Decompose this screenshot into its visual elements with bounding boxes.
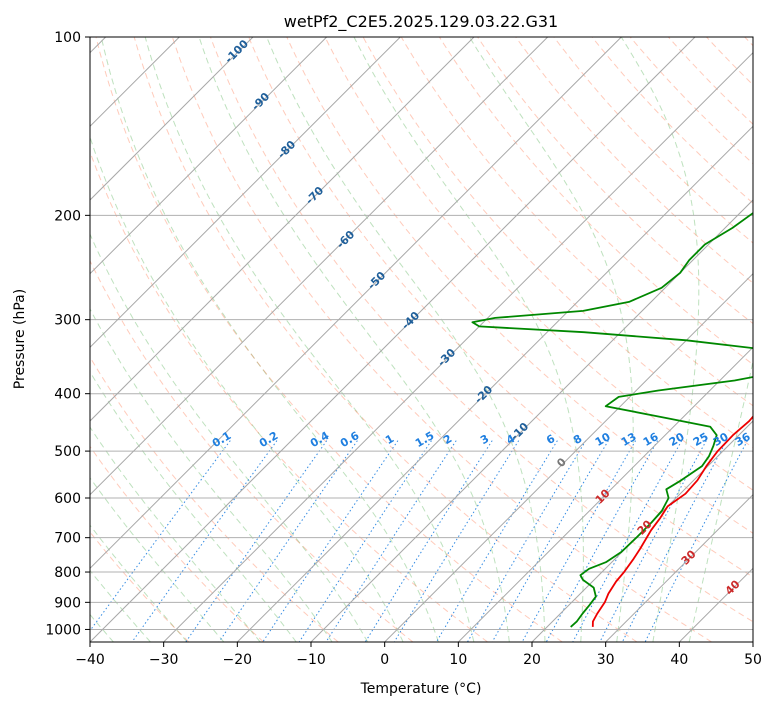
- temperature-trace: [591, 415, 753, 627]
- dry-adiabat: [133, 37, 638, 642]
- y-tick-label: 200: [54, 208, 81, 224]
- mixing-ratio-line: [599, 440, 707, 642]
- dry-adiabat: [629, 37, 753, 165]
- isotherm: [90, 37, 475, 422]
- isotherm: [90, 37, 696, 642]
- moist-adiabat: [353, 37, 584, 642]
- x-axis: −40 −30 −20 −10 0 10 20 30 40 50: [75, 642, 762, 668]
- y-tick-label: 700: [54, 531, 81, 547]
- mixing-ratio-line: [364, 440, 493, 642]
- y-tick-label: 400: [54, 387, 81, 403]
- y-tick-label: 300: [54, 313, 81, 329]
- x-tick-label: −10: [296, 652, 326, 668]
- y-tick-label: 100: [54, 30, 81, 46]
- dry-adiabat: [515, 37, 753, 284]
- moist-adiabat: [198, 37, 510, 642]
- moist-adiabat: [144, 37, 475, 642]
- dry-adiabat: [477, 37, 753, 325]
- y-tick-label: 500: [54, 444, 81, 460]
- x-tick-label: −20: [223, 652, 253, 668]
- dewpoint-trace: [471, 211, 753, 628]
- dry-adiabat: [95, 37, 563, 642]
- moist-adiabat: [90, 476, 225, 642]
- x-tick-label: 40: [670, 652, 688, 668]
- moist-adiabat: [90, 370, 297, 642]
- x-tick-label: 0: [380, 652, 389, 668]
- isotherm: [310, 199, 753, 642]
- isotherm: [163, 51, 753, 642]
- mixing-ratio-line: [491, 440, 609, 642]
- isotherm: [90, 37, 328, 275]
- y-tick-label: 600: [54, 491, 81, 507]
- dry-adiabat: [400, 37, 753, 407]
- dry-adiabat: [248, 37, 753, 578]
- dry-adiabat: [90, 259, 414, 642]
- isotherm: [90, 37, 549, 496]
- isotherm: [90, 37, 401, 349]
- mixing-ratio-line: [644, 440, 748, 642]
- mixing-ratio-line: [90, 440, 231, 632]
- mixing-ratio-line: [435, 440, 558, 642]
- isotherm: [457, 346, 753, 642]
- mixing-ratio-line: [467, 440, 587, 642]
- plot-frame: [89, 36, 754, 643]
- y-axis-title: Pressure (hPa): [12, 289, 28, 389]
- isotherm: [605, 493, 753, 642]
- x-axis-title: Temperature (°C): [360, 681, 482, 697]
- dry-adiabat: [324, 37, 753, 491]
- dry-adiabats: [90, 37, 753, 642]
- mixing-ratio-line: [572, 440, 683, 642]
- y-axis: 100 200 300 400 500 600 700 800 900 1000: [45, 30, 90, 638]
- moist-adiabat: [90, 569, 151, 642]
- dry-adiabat: [90, 445, 264, 642]
- moist-adiabat: [90, 524, 188, 642]
- isotherm: [90, 37, 254, 201]
- x-tick-label: 50: [744, 652, 762, 668]
- moist-adiabat: [90, 426, 261, 642]
- x-tick-label: −30: [149, 652, 179, 668]
- mixing-ratio-line: [131, 440, 278, 642]
- moist-adiabat: [688, 358, 753, 642]
- moist-adiabat: [90, 232, 369, 642]
- mixing-ratio-line: [218, 440, 358, 642]
- dry-adiabat: [171, 37, 712, 642]
- y-tick-label: 900: [54, 595, 81, 611]
- dry-adiabat: [591, 37, 753, 204]
- moist-adiabat: [90, 135, 404, 642]
- mixing-ratio-line: [545, 440, 659, 642]
- moist-adiabat: [620, 37, 700, 642]
- mixing-ratio-line: [262, 440, 399, 642]
- moist-adiabat: [90, 308, 333, 642]
- mixing-ratio-line: [621, 440, 728, 642]
- x-tick-label: −40: [75, 652, 105, 668]
- x-tick-label: 30: [597, 652, 615, 668]
- isotherm: [236, 125, 753, 642]
- chart-title: wetPf2_C2E5.2025.129.03.22.G31: [284, 12, 558, 32]
- x-tick-label: 20: [523, 652, 541, 668]
- y-tick-label: 800: [54, 565, 81, 581]
- moist-adiabat: [266, 37, 546, 642]
- x-tick-label: 10: [449, 652, 467, 668]
- sounding-traces: [471, 211, 753, 628]
- moist-adiabat: [100, 37, 439, 642]
- isotherm: [90, 37, 622, 570]
- y-tick-label: 1000: [45, 622, 81, 638]
- mixing-ratio-line: [185, 440, 328, 642]
